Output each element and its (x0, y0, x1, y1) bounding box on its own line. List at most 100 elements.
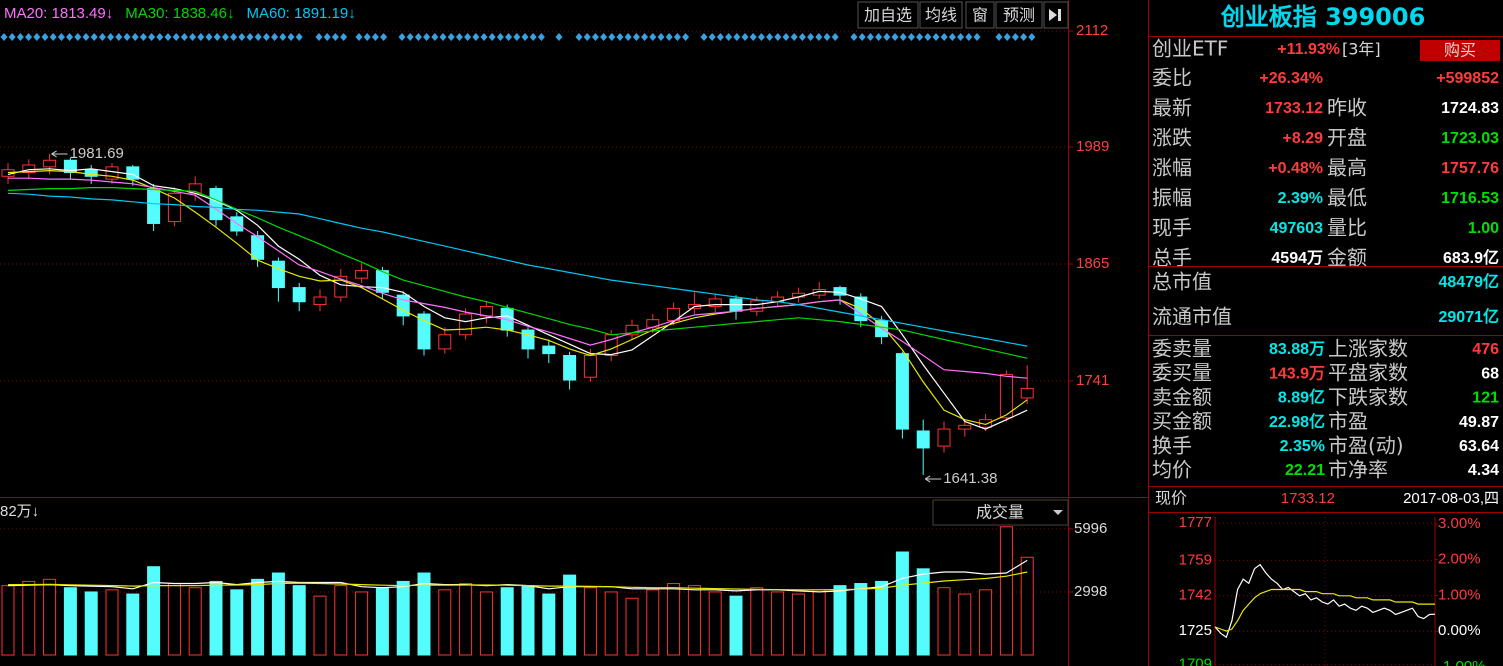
signal-diamond (632, 33, 640, 41)
indicator-dropdown-box (932, 499, 1069, 526)
signal-diamond (262, 33, 270, 41)
candle-body (750, 300, 764, 312)
etf-name: 创业ETF (1152, 37, 1228, 61)
candle-body (417, 313, 431, 350)
toolbar-button-box (995, 1, 1043, 29)
y-tick-label: 1989 (1076, 138, 1109, 155)
y2-tick-label: -1.00% (1438, 658, 1486, 666)
toolbar-icon[interactable] (1043, 1, 1069, 29)
signal-diamond (164, 33, 172, 41)
candle-body (22, 164, 36, 174)
toolbar-button[interactable]: 窗 (965, 1, 995, 29)
toolbar-button-box (965, 1, 995, 29)
signal-diamond (948, 33, 956, 41)
volume-bar (126, 593, 140, 656)
stat-label: 上涨家数 (1328, 337, 1408, 361)
indicator-dropdown[interactable]: 成交量 (932, 499, 1069, 526)
signal-diamond (907, 33, 915, 41)
y-tick-label: 2998 (1074, 583, 1107, 600)
volume-bar (105, 589, 119, 656)
quote-value: 497603 (1270, 220, 1323, 237)
quote-label: 委比 (1152, 66, 1192, 90)
volume-bar (979, 589, 993, 656)
stat-label: 市盈 (1328, 409, 1368, 433)
y-tick-label: 1865 (1076, 255, 1109, 272)
signal-diamond (932, 33, 940, 41)
quote-value: 4594万 (1271, 250, 1323, 267)
toolbar-button[interactable]: 预测 (995, 1, 1043, 29)
signal-diamond (238, 33, 246, 41)
volume-bar (147, 566, 161, 656)
stat-label: 卖金额 (1152, 385, 1212, 409)
signal-diamond (973, 33, 981, 41)
cap-label: 总市值 (1152, 270, 1212, 294)
signal-diamond (148, 33, 156, 41)
volume-bar (937, 587, 951, 656)
volume-bar (500, 587, 514, 656)
candle-body (999, 373, 1013, 419)
ma-line (7, 192, 1028, 347)
candle-body (812, 288, 826, 296)
signal-diamond (90, 33, 98, 41)
volume-bar (646, 589, 660, 656)
signal-diamond (924, 33, 932, 41)
volume-bar (417, 572, 431, 656)
signal-diamond (725, 33, 733, 41)
y-tick-label: 1742 (1179, 587, 1212, 604)
signal-diamond (115, 33, 123, 41)
volume-bar (313, 595, 327, 656)
stat-value: 49.87 (1459, 414, 1499, 431)
y-tick-label: 1777 (1179, 514, 1212, 531)
quote-value: 2.39% (1278, 190, 1323, 207)
volume-bar (355, 591, 369, 656)
annotation-arrow (924, 475, 942, 483)
ma-line (7, 187, 1028, 359)
signal-diamond (496, 33, 504, 41)
intraday-line (1214, 588, 1435, 632)
toolbar-button[interactable]: 加自选 (857, 1, 919, 29)
ma-line (8, 177, 1028, 379)
current-label: 现价 (1155, 489, 1187, 508)
signal-diamond (455, 33, 463, 41)
volume-bar (687, 585, 701, 656)
quote-label: 开盘 (1327, 126, 1367, 150)
signal-diamond (246, 33, 254, 41)
signal-diamond (529, 33, 537, 41)
quote-value: 1.00 (1468, 220, 1499, 237)
candle-body (833, 287, 847, 296)
signal-diamond (25, 33, 33, 41)
signal-diamond (665, 33, 673, 41)
quote-value: +26.34% (1259, 70, 1323, 87)
signal-diamond (380, 33, 388, 41)
volume-title: 82万↓ (0, 503, 39, 520)
signal-diamond (205, 33, 213, 41)
quote-label: 量比 (1327, 216, 1367, 240)
candle-body (43, 159, 57, 168)
toolbar-button[interactable]: 均线 (919, 1, 963, 29)
buy-button[interactable]: 购买 (1420, 40, 1500, 61)
quote-label: 现手 (1152, 216, 1192, 240)
candle-body (147, 188, 161, 224)
annotation-label: 1981.69 (70, 145, 124, 162)
volume-bar (396, 580, 410, 656)
stat-label: 下跌家数 (1328, 385, 1408, 409)
quote-label: 涨幅 (1152, 156, 1192, 180)
quote-value: 1757.76 (1441, 160, 1499, 177)
stat-label: 平盘家数 (1328, 361, 1408, 385)
signal-diamond (172, 33, 180, 41)
signal-diamond (480, 33, 488, 41)
y2-tick-label: 2.00% (1438, 551, 1481, 568)
stat-value: 68 (1481, 365, 1499, 382)
quote-label: 最高 (1327, 156, 1367, 180)
quote-label: 最新 (1152, 96, 1192, 120)
volume-bar (916, 568, 930, 656)
volume-bar (791, 593, 805, 656)
y2-tick-label: 0.00% (1438, 622, 1481, 639)
y-tick-label: 5996 (1074, 520, 1107, 537)
stat-value: 476 (1472, 341, 1499, 358)
volume-bar (84, 591, 98, 656)
candle-body (542, 345, 556, 355)
volume-bar (750, 587, 764, 656)
candle-body (292, 287, 306, 303)
signal-diamond (708, 33, 716, 41)
